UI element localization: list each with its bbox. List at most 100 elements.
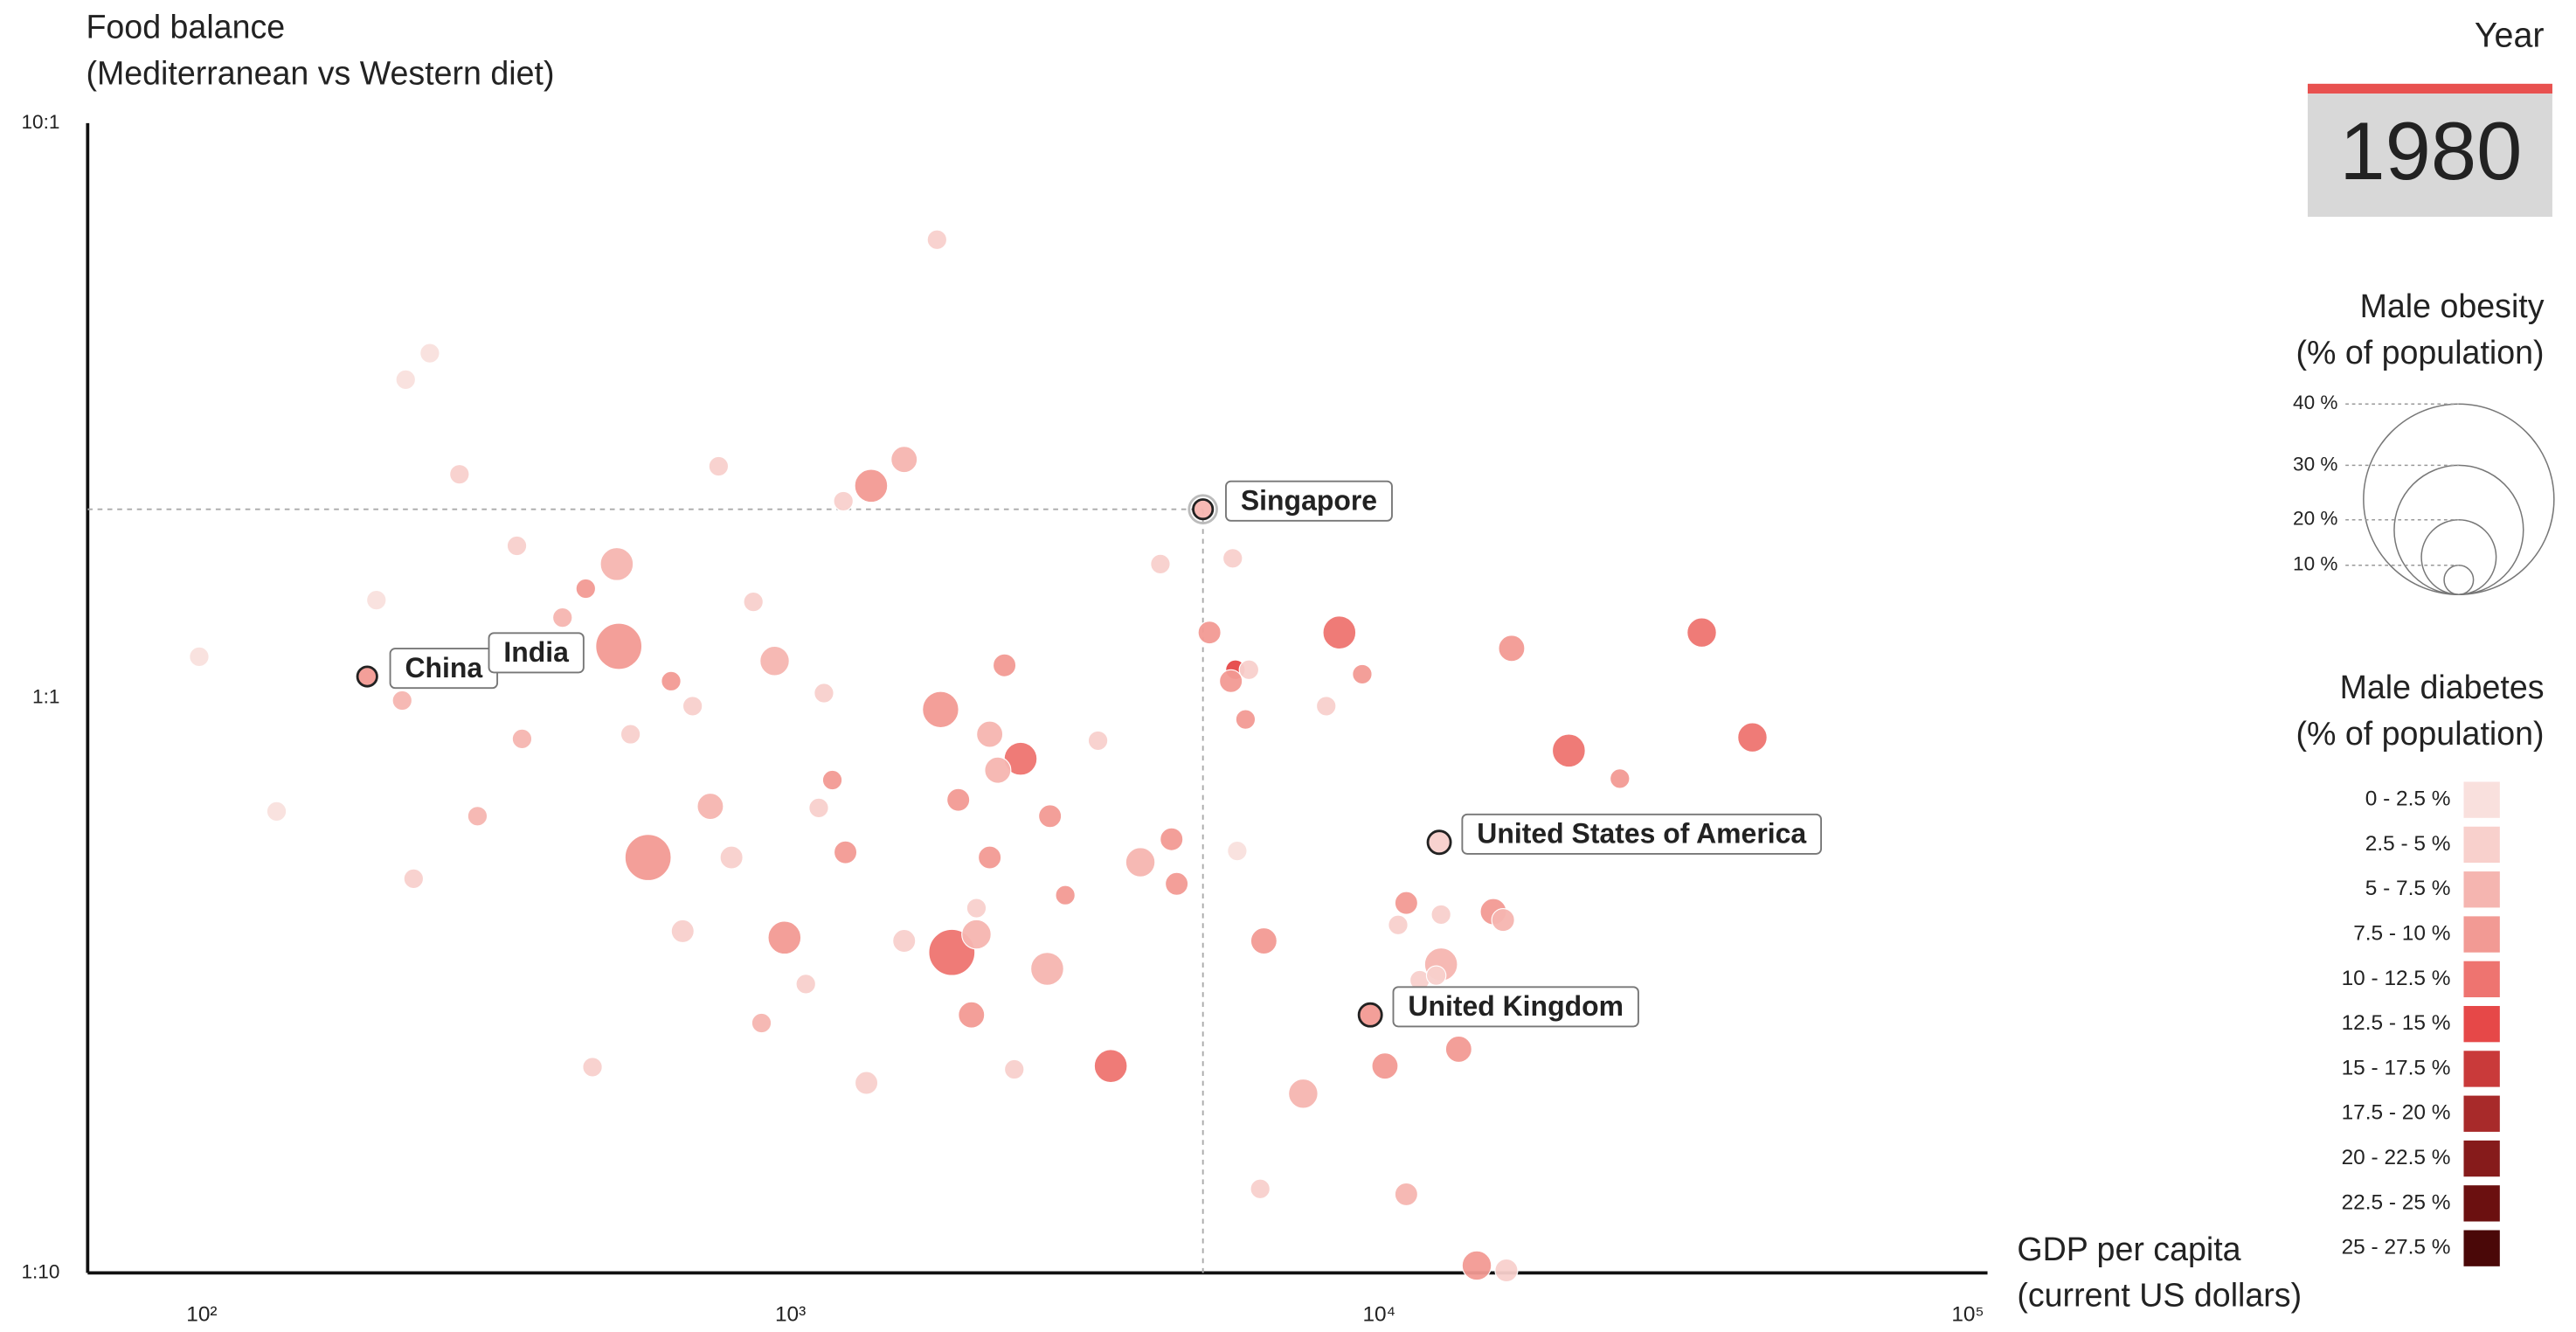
color-legend-label: 7.5 - 10 % — [2353, 922, 2450, 946]
bubble — [1388, 914, 1409, 935]
bubble — [661, 670, 682, 692]
bubble — [808, 797, 829, 819]
bubble — [795, 974, 816, 995]
bubble — [1235, 709, 1257, 730]
bubble — [1551, 733, 1586, 768]
bubble — [1238, 659, 1260, 681]
bubble — [821, 769, 843, 791]
size-legend-title: Male obesity — [2360, 288, 2545, 324]
size-legend-label: 10 % — [2293, 553, 2337, 575]
bubble — [976, 720, 1004, 748]
bubble — [833, 840, 858, 864]
bubble — [767, 920, 802, 955]
bubble — [682, 696, 703, 717]
bubble — [391, 690, 413, 711]
bubble — [854, 1071, 879, 1095]
x-tick-label: 10⁵ — [1951, 1303, 1984, 1327]
bubble — [1219, 669, 1243, 693]
size-legend-label: 30 % — [2293, 453, 2337, 475]
bubble — [1425, 965, 1447, 986]
size-legend-label: 20 % — [2293, 508, 2337, 530]
color-legend-label: 12.5 - 15 % — [2342, 1011, 2451, 1035]
bubble — [1197, 621, 1222, 645]
bubble — [1250, 1178, 1271, 1199]
bubble — [1498, 635, 1526, 663]
color-swatch — [2463, 1185, 2500, 1222]
color-swatch — [2463, 826, 2500, 864]
color-legend-label: 10 - 12.5 % — [2342, 967, 2451, 990]
bubble — [1316, 696, 1337, 717]
bubble — [1087, 730, 1109, 752]
point-label: Singapore — [1241, 485, 1377, 517]
bubble — [1686, 617, 1717, 649]
bubble — [356, 665, 378, 688]
color-legend-label: 20 - 22.5 % — [2342, 1146, 2451, 1169]
bubble — [1494, 1258, 1519, 1283]
bubble — [595, 622, 643, 670]
color-legend-label: 15 - 17.5 % — [2342, 1056, 2451, 1079]
bubble — [1250, 926, 1278, 955]
bubble — [1371, 1052, 1399, 1080]
bubble — [1352, 663, 1373, 685]
bubble — [189, 646, 210, 668]
y-axis-title: Food balance — [86, 9, 285, 45]
bubble — [1165, 871, 1189, 896]
bubble — [958, 1001, 986, 1029]
bubble — [1004, 1058, 1025, 1080]
bubble — [1394, 1182, 1418, 1207]
bubble — [984, 756, 1012, 784]
bubble — [1150, 553, 1171, 575]
bubble — [992, 653, 1017, 677]
label-box — [1225, 480, 1393, 522]
color-legend-label: 17.5 - 20 % — [2342, 1101, 2451, 1125]
bubble — [751, 1012, 772, 1034]
bubble — [926, 229, 948, 251]
year-box — [2307, 94, 2552, 218]
color-legend-title: (% of population) — [2296, 715, 2544, 752]
bubble — [946, 787, 971, 812]
bubble — [1394, 891, 1418, 915]
bubble — [814, 683, 834, 704]
label-box — [1392, 986, 1639, 1028]
bubble — [708, 455, 730, 477]
bubble — [892, 928, 917, 954]
bubble — [582, 1057, 603, 1078]
bubble — [1222, 548, 1243, 569]
bubble — [1160, 827, 1184, 851]
color-legend-label: 5 - 7.5 % — [2365, 877, 2451, 900]
label-box — [1461, 813, 1823, 855]
bubble — [366, 589, 387, 611]
bubble — [266, 801, 287, 822]
bubble — [1125, 847, 1156, 878]
color-legend-title: Male diabetes — [2340, 669, 2545, 705]
bubble — [670, 919, 695, 944]
color-legend-label: 2.5 - 5 % — [2365, 832, 2451, 856]
x-tick-label: 10³ — [775, 1303, 806, 1327]
bubble — [696, 793, 724, 821]
color-swatch — [2463, 1095, 2500, 1132]
point-label: China — [405, 652, 482, 683]
bubble — [719, 845, 744, 870]
bubble — [1430, 904, 1451, 926]
bubble — [833, 490, 854, 512]
bubble — [624, 834, 672, 882]
color-swatch — [2463, 781, 2500, 818]
bubble — [1227, 840, 1248, 862]
bubble — [1491, 908, 1515, 933]
size-legend-circle — [2363, 403, 2555, 596]
bubble — [403, 868, 425, 890]
color-swatch — [2463, 1005, 2500, 1043]
size-legend-circle — [2420, 518, 2497, 596]
bubble — [506, 535, 528, 557]
color-legend-label: 22.5 - 25 % — [2342, 1190, 2451, 1214]
bubble — [467, 806, 488, 827]
year-bar — [2307, 83, 2552, 94]
bubble — [922, 690, 959, 729]
bubble — [575, 578, 597, 600]
bubble — [599, 546, 634, 581]
bubble — [1192, 498, 1215, 521]
bubble — [620, 724, 641, 745]
bubble — [854, 468, 889, 503]
bubble — [419, 343, 440, 364]
